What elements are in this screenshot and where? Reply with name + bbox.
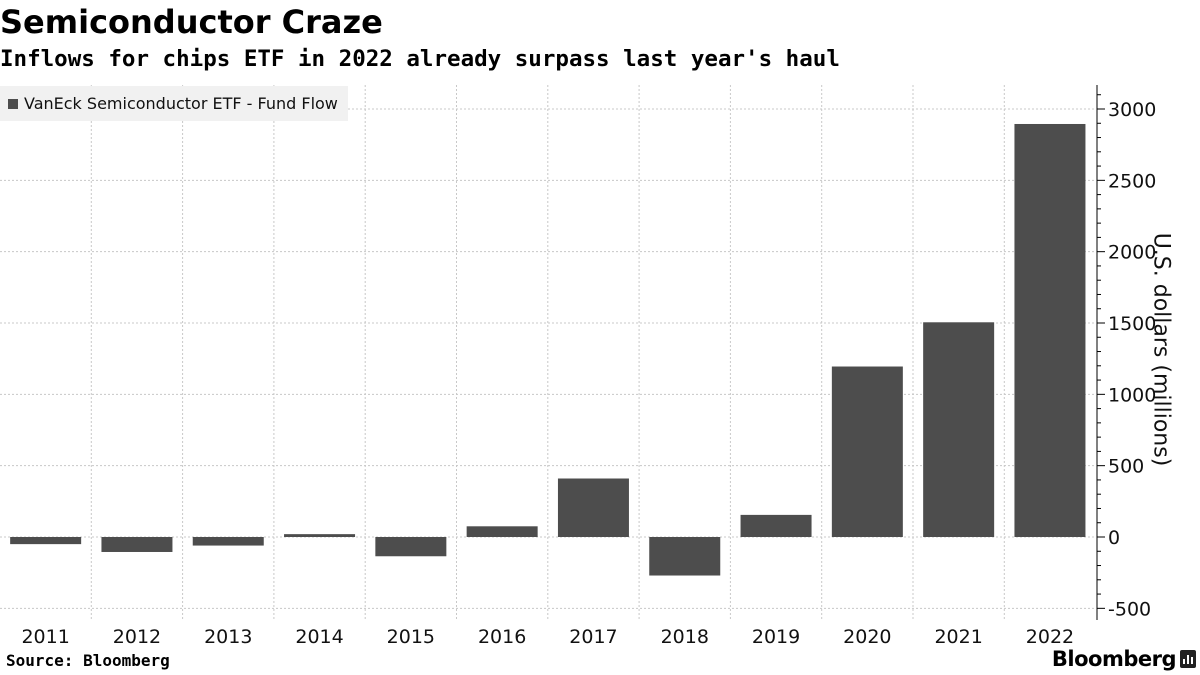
- x-tick-label: 2012: [113, 626, 161, 648]
- x-tick-label: 2022: [1026, 626, 1074, 648]
- bar-2016: [466, 526, 538, 537]
- legend-swatch: [8, 98, 18, 109]
- chart-subtitle: Inflows for chips ETF in 2022 already su…: [0, 46, 840, 72]
- bar-2013: [192, 537, 264, 546]
- bar-2012: [101, 537, 173, 552]
- y-tick-label: 500: [1108, 456, 1144, 478]
- x-tick-label: 2019: [752, 626, 800, 648]
- bar-2021: [923, 322, 995, 537]
- bar-2015: [375, 537, 447, 557]
- x-tick-label: 2013: [204, 626, 252, 648]
- bar-2019: [740, 514, 812, 537]
- bar-2018: [649, 537, 721, 576]
- chart-title: Semiconductor Craze: [0, 3, 383, 41]
- bloomberg-logo: Bloomberg: [1052, 647, 1196, 671]
- y-tick-label: 1500: [1108, 313, 1156, 335]
- legend: VanEck Semiconductor ETF - Fund Flow: [0, 86, 348, 121]
- x-tick-label: 2016: [478, 626, 526, 648]
- y-tick-label: 2500: [1108, 170, 1156, 192]
- x-tick-label: 2021: [934, 626, 982, 648]
- y-axis: -500 0 500 1000 1500 2000 2500 3000: [1096, 85, 1156, 620]
- bloomberg-logo-icon: [1180, 650, 1196, 668]
- y-tick-label: 2000: [1108, 242, 1156, 264]
- y-axis-title: U.S. dollars (millions): [1139, 85, 1183, 613]
- y-tick-label: 0: [1108, 527, 1120, 549]
- x-tick-label: 2014: [295, 626, 343, 648]
- grid-lines: [0, 85, 1096, 620]
- legend-label: VanEck Semiconductor ETF - Fund Flow: [24, 94, 338, 113]
- bar-2017: [557, 478, 629, 537]
- source-note: Source: Bloomberg: [6, 651, 170, 670]
- y-tick-label: 1000: [1108, 384, 1156, 406]
- y-tick-label: -500: [1108, 598, 1151, 620]
- x-tick-label: 2011: [21, 626, 69, 648]
- bar-2011: [10, 537, 82, 545]
- bars: [10, 123, 1086, 576]
- x-tick-label: 2018: [661, 626, 709, 648]
- logo-wordmark: Bloomberg: [1051, 647, 1177, 671]
- x-tick-label: 2017: [569, 626, 617, 648]
- y-tick-label: 3000: [1108, 99, 1156, 121]
- x-tick-label: 2015: [387, 626, 435, 648]
- x-axis-labels: 2011 2012 2013 2014 2015 2016 2017 2018 2019 2020…: [21, 626, 1074, 648]
- bar-2020: [831, 366, 903, 537]
- bar-2022: [1014, 123, 1086, 537]
- y-axis-title-text: U.S. dollars (millions): [1148, 232, 1174, 466]
- x-tick-label: 2020: [843, 626, 891, 648]
- bar-2014: [284, 534, 356, 537]
